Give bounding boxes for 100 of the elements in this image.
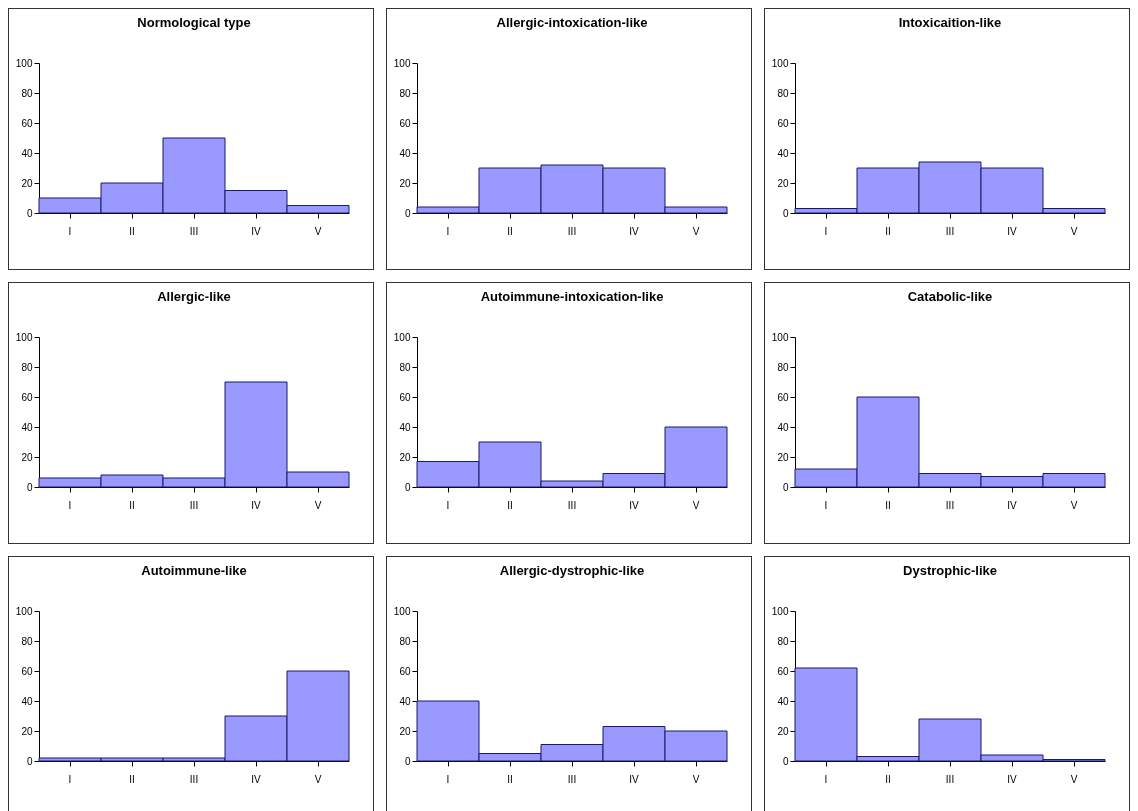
y-tick-label: 20 (777, 451, 789, 463)
y-tick-label: 0 (782, 481, 789, 493)
y-tick-label: 60 (777, 665, 789, 677)
x-tick-label: I (446, 499, 450, 511)
x-tick-label: III (567, 225, 577, 237)
chart-title: Dystrophic-like (903, 563, 997, 578)
y-tick-label: 40 (399, 695, 411, 707)
y-tick-label: 0 (404, 481, 411, 493)
y-tick-label: 100 (15, 331, 33, 343)
x-tick-label: I (824, 225, 828, 237)
y-tick-label: 20 (399, 177, 411, 189)
x-tick-label: IV (629, 499, 640, 511)
chart-title: Allergic-dystrophic-like (499, 563, 645, 578)
y-tick-label: 60 (21, 391, 33, 403)
y-tick-label: 60 (777, 117, 789, 129)
y-tick-label: 20 (399, 725, 411, 737)
y-tick-label: 60 (777, 391, 789, 403)
x-tick-label: I (68, 225, 72, 237)
x-tick-label: V (1070, 499, 1078, 511)
x-tick-label: II (507, 499, 513, 511)
x-tick-label: I (68, 773, 72, 785)
chart-title: Allergic-intoxication-like (496, 15, 648, 30)
chart-title: Intoxicaition-like (898, 15, 1002, 30)
x-tick-label: I (446, 773, 450, 785)
x-tick-label: III (189, 225, 199, 237)
y-tick-label: 100 (771, 57, 789, 69)
y-tick-label: 80 (399, 635, 411, 647)
y-tick-label: 100 (15, 605, 33, 617)
x-tick-label: V (692, 773, 700, 785)
x-tick-label: III (567, 773, 577, 785)
x-tick-label: IV (629, 225, 640, 237)
y-tick-label: 100 (393, 57, 411, 69)
x-tick-label: IV (251, 499, 262, 511)
x-tick-label: V (692, 225, 700, 237)
y-tick-label: 60 (399, 391, 411, 403)
chart-title: Autoimmune-like (141, 563, 247, 578)
x-tick-label: II (129, 499, 135, 511)
y-tick-label: 80 (777, 87, 789, 99)
x-tick-label: III (189, 773, 199, 785)
x-tick-label: II (885, 499, 891, 511)
y-tick-label: 40 (21, 421, 33, 433)
x-tick-label: I (68, 499, 72, 511)
x-tick-label: IV (1007, 773, 1018, 785)
y-tick-label: 20 (399, 451, 411, 463)
y-tick-label: 100 (393, 605, 411, 617)
y-tick-label: 20 (21, 177, 33, 189)
x-tick-label: I (824, 773, 828, 785)
y-tick-label: 100 (15, 57, 33, 69)
x-tick-label: III (189, 499, 199, 511)
y-tick-label: 20 (777, 725, 789, 737)
x-tick-label: IV (1007, 499, 1018, 511)
x-tick-label: III (945, 499, 955, 511)
y-tick-label: 0 (404, 755, 411, 767)
y-tick-label: 20 (777, 177, 789, 189)
chart-title: Autoimmune-intoxication-like (480, 289, 664, 304)
x-tick-label: II (507, 225, 513, 237)
chart-title: Allergic-like (157, 289, 231, 304)
x-tick-label: II (129, 225, 135, 237)
y-tick-label: 80 (777, 635, 789, 647)
y-tick-label: 80 (399, 361, 411, 373)
x-tick-label: V (314, 499, 322, 511)
y-tick-label: 80 (399, 87, 411, 99)
y-tick-label: 60 (21, 117, 33, 129)
x-tick-label: III (567, 499, 577, 511)
x-tick-label: IV (629, 773, 640, 785)
x-tick-label: V (1070, 225, 1078, 237)
y-tick-label: 80 (21, 87, 33, 99)
y-tick-label: 80 (21, 635, 33, 647)
x-tick-label: II (507, 773, 513, 785)
x-tick-label: III (945, 225, 955, 237)
y-tick-label: 60 (21, 665, 33, 677)
y-tick-label: 100 (771, 331, 789, 343)
x-tick-label: V (1070, 773, 1078, 785)
y-tick-label: 20 (21, 725, 33, 737)
y-tick-label: 0 (404, 207, 411, 219)
chart-title: Normological type (137, 15, 251, 30)
y-tick-label: 0 (26, 207, 33, 219)
y-tick-label: 40 (399, 421, 411, 433)
y-tick-label: 80 (777, 361, 789, 373)
x-tick-label: I (446, 225, 450, 237)
x-tick-label: II (885, 225, 891, 237)
x-tick-label: V (692, 499, 700, 511)
y-tick-label: 100 (771, 605, 789, 617)
x-tick-label: IV (251, 225, 262, 237)
x-tick-label: IV (251, 773, 262, 785)
y-tick-label: 40 (777, 147, 789, 159)
x-tick-label: II (885, 773, 891, 785)
y-tick-label: 0 (26, 755, 33, 767)
x-tick-label: V (314, 225, 322, 237)
y-tick-label: 40 (21, 147, 33, 159)
y-tick-label: 100 (393, 331, 411, 343)
x-tick-label: I (824, 499, 828, 511)
y-tick-label: 40 (777, 421, 789, 433)
y-tick-label: 40 (21, 695, 33, 707)
y-tick-label: 20 (21, 451, 33, 463)
y-tick-label: 0 (782, 755, 789, 767)
y-tick-label: 60 (399, 665, 411, 677)
y-tick-label: 0 (782, 207, 789, 219)
x-tick-label: II (129, 773, 135, 785)
y-tick-label: 60 (399, 117, 411, 129)
